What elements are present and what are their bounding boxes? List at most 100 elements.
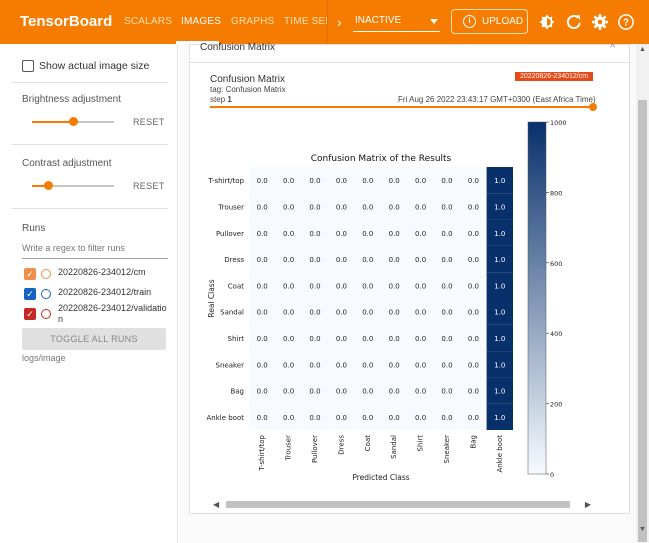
tab-time-series[interactable]: TIME SERIE	[284, 16, 343, 27]
run-color-swatch[interactable]	[41, 289, 51, 299]
cell-value-label: 0.0	[362, 282, 373, 290]
cell-value-label: 0.0	[336, 414, 347, 422]
heatmap-cell	[354, 193, 381, 220]
image-step: step 1	[210, 95, 232, 104]
brightness-slider-knob[interactable]	[68, 117, 78, 126]
step-value: 1	[227, 95, 232, 104]
brightness-reset-button[interactable]: RESET	[133, 117, 165, 127]
cell-value-label: 0.0	[468, 335, 479, 343]
tab-scalars[interactable]: SCALARS	[124, 16, 173, 27]
run-color-swatch[interactable]	[41, 269, 51, 279]
contrast-slider-track[interactable]	[32, 185, 114, 187]
heatmap-cell	[249, 377, 276, 404]
cell-value-label: 0.0	[468, 256, 479, 264]
cell-value-label: 0.0	[309, 230, 320, 238]
cell-value-label: 0.0	[415, 256, 426, 264]
vertical-scrollbar[interactable]: ▲ ▼	[636, 44, 649, 543]
runs-filter-input[interactable]: Write a regex to filter runs	[22, 237, 168, 259]
heatmap-cell	[486, 403, 513, 430]
cell-value-label: 0.0	[336, 177, 347, 185]
image-card: Confusion Matrix ^ Confusion Matrix tag:…	[189, 42, 631, 514]
active-tab-indicator	[176, 41, 219, 44]
tab-images[interactable]: IMAGES	[181, 16, 222, 27]
cell-value-label: 0.0	[362, 309, 373, 317]
heatmap-cell	[407, 245, 434, 273]
heatmap-cell	[460, 167, 487, 194]
heatmap-cell	[249, 167, 276, 194]
scroll-right-icon[interactable]: ▶	[584, 500, 591, 509]
chevron-right-icon[interactable]: ›	[337, 14, 342, 30]
heatmap-cell	[407, 403, 434, 430]
y-tick-label: Sandal	[220, 309, 244, 317]
heatmap-cell	[354, 351, 381, 378]
heatmap-cell	[301, 351, 329, 378]
cell-value-label: 0.0	[336, 335, 347, 343]
image-timestamp: Fri Aug 26 2022 23:43:17 GMT+0300 (East …	[398, 95, 596, 104]
run-checkbox[interactable]: ✓	[24, 308, 36, 320]
cell-value-label: 0.0	[309, 203, 320, 211]
cell-value-label: 0.0	[389, 361, 400, 369]
cell-value-label: 0.0	[441, 256, 452, 264]
heatmap-cell	[407, 272, 434, 299]
run-color-swatch[interactable]	[41, 309, 51, 319]
heatmap-cell	[249, 298, 276, 325]
heatmap-cell	[460, 377, 487, 404]
scroll-left-icon[interactable]: ◀	[213, 500, 220, 509]
cell-value-label: 0.0	[389, 256, 400, 264]
show-actual-size-checkbox[interactable]	[22, 60, 34, 72]
cell-value-label: 0.0	[283, 177, 294, 185]
run-item[interactable]: ✓ 20220826-234012/validation	[22, 303, 172, 327]
heatmap-cell	[433, 167, 461, 194]
heatmap-cell	[486, 167, 513, 194]
contrast-reset-button[interactable]: RESET	[133, 181, 165, 191]
x-tick-label: Coat	[364, 435, 372, 451]
heatmap-cell	[301, 298, 329, 325]
cell-value-label: 0.0	[309, 309, 320, 317]
cell-value-label: 0.0	[389, 230, 400, 238]
cell-value-label: 0.0	[468, 282, 479, 290]
heatmap-cell	[354, 377, 381, 404]
run-item[interactable]: ✓ 20220826-234012/cm	[22, 266, 172, 286]
toggle-all-runs-button[interactable]: TOGGLE ALL RUNS	[22, 328, 166, 350]
scroll-up-icon[interactable]: ▲	[639, 46, 646, 53]
step-slider-track[interactable]	[210, 106, 592, 108]
cell-value-label: 0.0	[468, 203, 479, 211]
run-item[interactable]: ✓ 20220826-234012/train	[22, 286, 172, 306]
cell-value-label: 0.0	[415, 177, 426, 185]
run-checkbox[interactable]: ✓	[24, 288, 36, 300]
heatmap-cell	[275, 351, 302, 378]
upload-button[interactable]: i UPLOAD	[451, 9, 528, 34]
card-header[interactable]: Confusion Matrix ^	[190, 42, 631, 63]
brightness-icon[interactable]	[538, 13, 556, 31]
tab-graphs[interactable]: GRAPHS	[231, 16, 275, 27]
colorbar-tick-label: 1000	[550, 119, 567, 127]
settings-icon[interactable]	[591, 13, 609, 31]
horizontal-scrollbar[interactable]: ◀ ▶	[210, 499, 592, 509]
y-tick-label: Bag	[230, 388, 244, 396]
cell-value-label: 0.0	[415, 230, 426, 238]
run-checkbox[interactable]: ✓	[24, 268, 36, 280]
cell-value-label: 0.0	[389, 282, 400, 290]
cell-value-label: 0.0	[441, 177, 452, 185]
help-icon[interactable]: ?	[617, 13, 635, 31]
vertical-scroll-thumb[interactable]	[638, 100, 647, 542]
cell-value-label: 0.0	[441, 203, 452, 211]
horizontal-scroll-thumb[interactable]	[226, 501, 570, 508]
inactive-plugins-select[interactable]: INACTIVE	[353, 12, 440, 32]
step-slider-knob[interactable]	[589, 103, 597, 111]
y-tick-label: Pullover	[216, 230, 244, 238]
cell-value-label: 1.0	[494, 230, 505, 238]
x-tick-label: Bag	[469, 435, 477, 449]
step-label: step	[210, 95, 226, 104]
heatmap-cell	[354, 245, 381, 273]
heatmap-cell	[249, 245, 276, 273]
cell-value-label: 0.0	[309, 361, 320, 369]
contrast-slider-knob[interactable]	[43, 181, 53, 190]
heatmap-cell	[486, 193, 513, 220]
collapse-icon[interactable]: ^	[610, 43, 615, 54]
refresh-icon[interactable]	[565, 13, 583, 31]
cell-value-label: 1.0	[494, 414, 505, 422]
cell-value-label: 0.0	[309, 388, 320, 396]
scroll-down-icon[interactable]: ▼	[639, 526, 646, 533]
upload-label: UPLOAD	[482, 16, 524, 27]
